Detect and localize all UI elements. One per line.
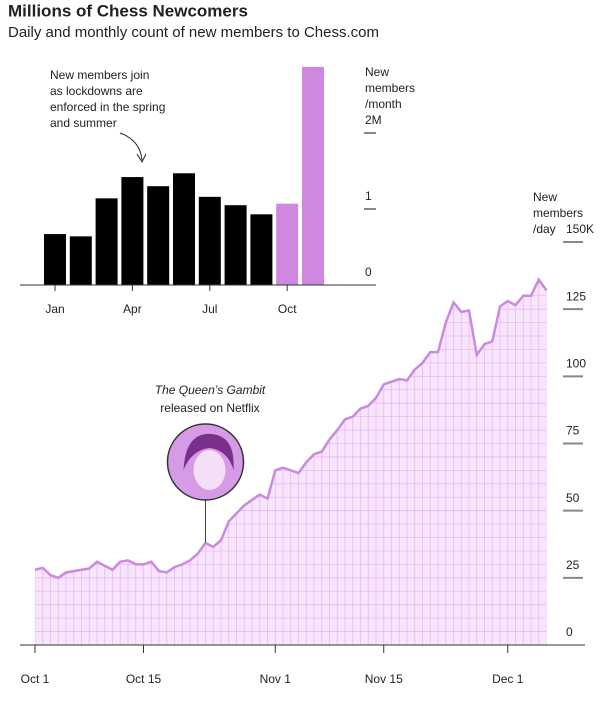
y-tick-label: 0 — [566, 625, 573, 639]
x-tick-label: Jan — [45, 302, 64, 316]
bar — [173, 173, 195, 285]
annotation: New members join — [50, 68, 149, 82]
x-tick-label: Jul — [202, 302, 217, 316]
y-axis-label: members — [533, 206, 583, 220]
y-tick-label: 75 — [566, 424, 580, 438]
x-tick-label: Oct 15 — [126, 672, 162, 686]
y-axis-label: members — [365, 81, 415, 95]
y-tick-label: 100 — [566, 357, 586, 371]
y-axis-label: /day — [533, 222, 556, 236]
x-tick-label: Oct 1 — [21, 672, 50, 686]
bar — [69, 236, 92, 285]
annotation-arrow — [119, 132, 143, 161]
x-tick-label: Dec 1 — [492, 672, 524, 686]
bar — [302, 66, 324, 285]
bar — [44, 234, 66, 285]
y-tick-label: 0 — [365, 265, 372, 279]
x-tick-label: Apr — [123, 302, 142, 316]
y-axis-label: New — [533, 190, 557, 204]
annotation: as lockdowns are — [50, 84, 143, 98]
bar — [224, 205, 247, 285]
x-tick-label: Nov 15 — [365, 672, 403, 686]
portrait-face — [193, 450, 226, 490]
y-axis-label: New — [365, 65, 389, 79]
bar — [198, 196, 221, 285]
annotation: released on Netflix — [160, 401, 259, 415]
y-tick-label: 50 — [566, 491, 580, 505]
x-tick-label: Nov 1 — [260, 672, 292, 686]
annotation: The Queen’s Gambit — [155, 383, 266, 397]
y-tick-label: 125 — [566, 289, 586, 303]
y-tick-label: 150K — [566, 222, 594, 236]
annotation-arrowhead — [136, 153, 147, 164]
chart-subtitle: Daily and monthly count of new members t… — [8, 24, 379, 41]
bar — [121, 177, 144, 285]
portrait-hair — [183, 433, 234, 470]
y-tick-label: 2M — [365, 113, 382, 127]
y-axis-label: /month — [365, 97, 402, 111]
annotation: enforced in the spring — [50, 100, 165, 114]
chart-title: Millions of Chess Newcomers — [8, 1, 248, 20]
x-tick-label: Oct — [278, 302, 297, 316]
bar — [250, 214, 273, 285]
y-tick-label: 25 — [566, 558, 580, 572]
bar — [147, 186, 170, 285]
y-tick-label: 1 — [365, 189, 372, 203]
annotation: and summer — [50, 116, 117, 130]
line — [34, 277, 548, 580]
area — [35, 279, 547, 645]
bar — [95, 198, 118, 285]
bar — [276, 203, 299, 285]
